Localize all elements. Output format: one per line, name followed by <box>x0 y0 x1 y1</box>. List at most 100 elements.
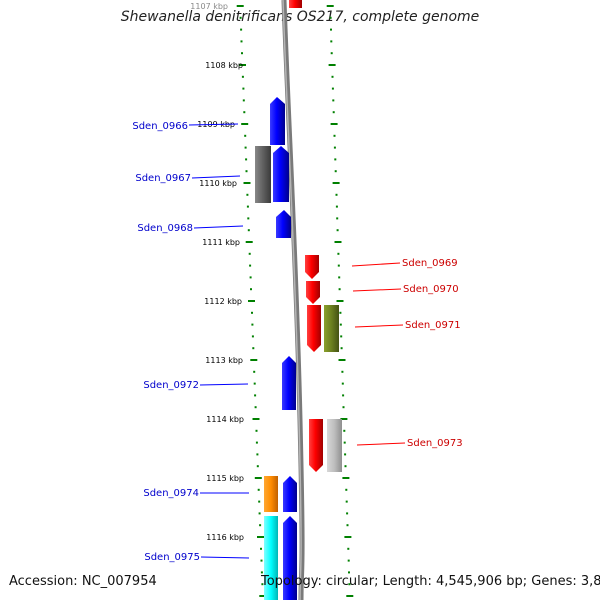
minor-tick <box>330 28 332 31</box>
minor-tick <box>251 323 254 326</box>
gene-feature-orange[interactable] <box>264 476 278 512</box>
minor-tick <box>332 111 335 114</box>
major-tick <box>236 5 244 7</box>
minor-tick <box>247 217 250 220</box>
minor-tick <box>331 75 334 78</box>
gene-feature-sden-0966[interactable] <box>270 97 285 145</box>
topology-text: Topology: circular; Length: 4,545,906 bp… <box>261 574 600 589</box>
scale-ticks-left <box>236 5 267 597</box>
minor-tick <box>260 547 262 550</box>
kbp-label: 1111 kbp <box>202 238 240 247</box>
gene-label-sden-0969[interactable]: Sden_0969 <box>402 258 458 269</box>
minor-tick <box>344 453 347 456</box>
minor-tick <box>336 217 339 220</box>
kbp-label: 1113 kbp <box>205 356 243 365</box>
gene-feature-gray[interactable] <box>255 146 271 203</box>
minor-tick <box>337 264 340 267</box>
minor-tick <box>258 500 261 503</box>
gene-feature-sden-0971[interactable] <box>307 305 321 352</box>
gene-label-sden-0970[interactable]: Sden_0970 <box>403 284 459 295</box>
gene-feature-sden-0974[interactable] <box>283 476 297 512</box>
minor-tick <box>339 311 342 314</box>
kbp-label: 1114 kbp <box>206 415 244 424</box>
minor-tick <box>260 571 263 574</box>
minor-tick <box>347 559 350 562</box>
minor-tick <box>246 205 249 208</box>
minor-tick <box>261 583 264 586</box>
minor-tick <box>254 406 257 409</box>
gene-feature-sden-0967[interactable] <box>273 146 289 202</box>
gene-feature-olive[interactable] <box>324 305 339 352</box>
minor-tick <box>247 229 250 232</box>
kbp-label: 1116 kbp <box>206 533 244 542</box>
minor-tick <box>253 382 256 385</box>
gene-features <box>255 0 342 600</box>
minor-tick <box>257 488 260 491</box>
minor-tick <box>254 394 257 397</box>
gene-labels-right: Sden_0969 Sden_0970 Sden_0971 Sden_0973 <box>402 258 463 449</box>
gene-feature-sden-0970[interactable] <box>306 281 320 304</box>
minor-tick <box>338 288 341 291</box>
minor-tick <box>339 323 342 326</box>
minor-tick <box>342 406 345 409</box>
major-tick <box>239 64 246 66</box>
gene-label-sden-0967[interactable]: Sden_0967 <box>135 173 191 184</box>
gene-feature-light-gray[interactable] <box>327 419 342 472</box>
minor-tick <box>346 524 349 527</box>
gene-feature-red-top[interactable] <box>289 0 302 8</box>
major-tick <box>336 300 344 302</box>
minor-tick <box>336 229 339 232</box>
genome-title: Shewanella denitrificans OS217, complete… <box>120 9 480 25</box>
minor-tick <box>250 288 252 291</box>
minor-tick <box>258 512 261 515</box>
minor-tick <box>344 465 347 468</box>
gene-label-sden-0974[interactable]: Sden_0974 <box>143 488 199 499</box>
minor-tick <box>345 500 348 503</box>
gene-label-sden-0966[interactable]: Sden_0966 <box>132 121 188 132</box>
minor-tick <box>259 524 262 527</box>
major-tick <box>245 241 253 243</box>
gene-label-sden-0975[interactable]: Sden_0975 <box>144 552 200 563</box>
minor-tick <box>329 16 332 19</box>
minor-tick <box>243 111 246 114</box>
gene-label-sden-0971[interactable]: Sden_0971 <box>405 320 461 331</box>
major-tick <box>330 123 338 125</box>
major-tick <box>338 359 346 361</box>
major-tick <box>332 182 340 184</box>
major-tick <box>334 241 342 243</box>
gene-label-sden-0973[interactable]: Sden_0973 <box>407 438 463 449</box>
major-tick <box>346 595 354 597</box>
minor-tick <box>251 335 254 338</box>
major-tick <box>326 5 334 7</box>
gene-label-sden-0968[interactable]: Sden_0968 <box>137 223 193 234</box>
minor-tick <box>249 276 252 279</box>
major-tick <box>241 123 249 125</box>
label-leader-lines <box>188 123 406 559</box>
minor-tick <box>335 193 338 196</box>
minor-tick <box>334 158 337 161</box>
gene-label-sden-0972[interactable]: Sden_0972 <box>143 380 199 391</box>
minor-tick <box>246 193 249 196</box>
major-tick <box>259 595 267 597</box>
minor-tick <box>333 134 336 137</box>
minor-tick <box>255 441 258 444</box>
minor-tick <box>333 146 336 149</box>
gene-feature-cyan[interactable] <box>264 516 278 600</box>
gene-feature-sden-0973[interactable] <box>309 419 323 472</box>
minor-tick <box>256 465 259 468</box>
gene-feature-sden-0968[interactable] <box>276 210 291 238</box>
major-tick <box>328 64 336 66</box>
minor-tick <box>245 170 248 173</box>
minor-tick <box>255 429 258 432</box>
gene-feature-sden-0975[interactable] <box>283 516 297 600</box>
gene-feature-sden-0972[interactable] <box>282 356 296 410</box>
kbp-label: 1108 kbp <box>205 61 243 70</box>
minor-tick <box>242 99 245 102</box>
major-tick <box>340 418 348 420</box>
minor-tick <box>334 170 337 173</box>
minor-tick <box>343 429 346 432</box>
minor-tick <box>241 75 244 78</box>
gene-feature-sden-0969[interactable] <box>305 255 319 279</box>
